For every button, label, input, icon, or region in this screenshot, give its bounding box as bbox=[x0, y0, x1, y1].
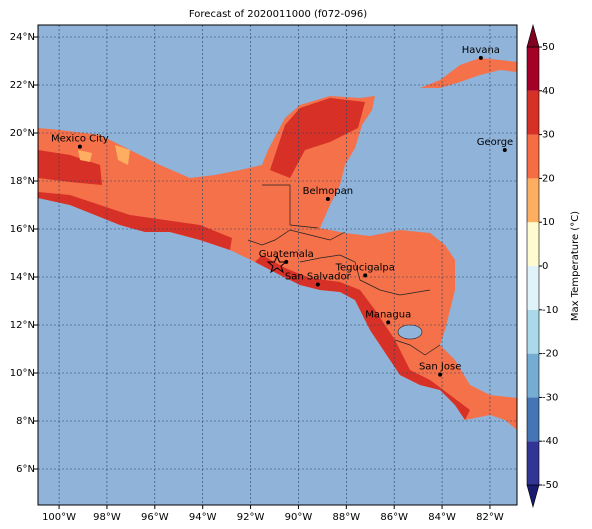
city-marker bbox=[502, 148, 507, 153]
colorbar-tick-label: -10 bbox=[542, 305, 558, 316]
y-tick-label: 10°N bbox=[10, 368, 35, 379]
title: Forecast of 2020011000 (f072-096) bbox=[189, 9, 367, 20]
y-tick-label: 14°N bbox=[10, 272, 35, 283]
city-marker bbox=[386, 320, 391, 325]
y-tick-label: 24°N bbox=[10, 32, 35, 43]
colorbar-tick-label: 20 bbox=[542, 173, 555, 184]
lake bbox=[397, 324, 423, 340]
city-label: Tegucigalpa bbox=[335, 262, 395, 273]
y-tick-label: 18°N bbox=[10, 176, 35, 187]
colorbar-under bbox=[526, 484, 540, 509]
city-label: Havana bbox=[462, 45, 500, 56]
warm-region bbox=[78, 150, 92, 162]
colorbar-bin bbox=[527, 90, 539, 135]
hot-region bbox=[270, 98, 365, 178]
colorbar-bin bbox=[527, 134, 539, 179]
colorbar-tick-label: 30 bbox=[542, 130, 555, 141]
warm-region bbox=[115, 145, 130, 165]
city-marker bbox=[315, 282, 320, 287]
y-tick-label: 20°N bbox=[10, 128, 35, 139]
city-label: San Jose bbox=[419, 362, 461, 373]
map-frame bbox=[37, 24, 518, 506]
city-marker bbox=[77, 144, 82, 149]
colorbar-tick-label: 50 bbox=[542, 42, 555, 53]
city-label: Belmopan bbox=[303, 186, 353, 197]
colorbar-tick-label: -50 bbox=[542, 480, 558, 491]
colorbar-tick-label: 0 bbox=[542, 261, 548, 272]
city-marker bbox=[325, 197, 330, 201]
colorbar-tick-label: -40 bbox=[542, 436, 558, 447]
x-tick-label: 94°W bbox=[189, 512, 217, 523]
capital-star bbox=[266, 254, 288, 274]
colorbar-tick-label: 40 bbox=[542, 86, 555, 97]
colorbar-bin bbox=[527, 47, 539, 91]
x-tick-label: 82°W bbox=[476, 512, 504, 523]
colorbar-tick-label: -20 bbox=[542, 349, 558, 360]
colorbar-bin bbox=[527, 353, 539, 398]
y-tick-label: 22°N bbox=[10, 80, 35, 91]
x-tick-label: 96°W bbox=[141, 512, 169, 523]
colorbar-bin bbox=[527, 441, 539, 485]
city-marker bbox=[438, 372, 443, 377]
x-tick-label: 88°W bbox=[333, 512, 361, 523]
colorbar-bin bbox=[527, 222, 539, 266]
x-tick-label: 86°W bbox=[380, 512, 408, 523]
colorbar-bin bbox=[527, 309, 539, 354]
city-label: San Salvador bbox=[285, 271, 352, 282]
city-label: Guatemala bbox=[259, 249, 314, 260]
y-tick-label: 12°N bbox=[10, 320, 35, 331]
city-label: George Tov bbox=[477, 137, 533, 148]
city-marker bbox=[363, 273, 368, 278]
x-tick-label: 92°W bbox=[237, 512, 265, 523]
hot-region bbox=[38, 192, 232, 250]
x-tick-label: 100°W bbox=[42, 512, 76, 523]
y-tick-label: 16°N bbox=[10, 224, 35, 235]
colorbar-tick-label: 10 bbox=[542, 217, 555, 228]
colorbar: -50 -40 -30 -20 -10 0 10 20 30 40 50 bbox=[526, 23, 558, 509]
city-label: Managua bbox=[365, 309, 411, 320]
map-area: Havana Mexico City George Tov Belmopan Guate… bbox=[38, 25, 533, 505]
colorbar-over bbox=[526, 23, 540, 48]
x-tick-label: 98°W bbox=[93, 512, 121, 523]
x-tick-label: 90°W bbox=[285, 512, 313, 523]
cities: Havana Mexico City George Tov Belmopan Guate… bbox=[51, 45, 533, 377]
colorbar-tick-label: -30 bbox=[542, 392, 558, 403]
colorbar-bin bbox=[527, 397, 539, 442]
city-label: Mexico City bbox=[51, 134, 109, 145]
y-tick-label: 8°N bbox=[16, 416, 35, 427]
land bbox=[420, 58, 517, 88]
colorbar-bin bbox=[527, 178, 539, 223]
colorbar-bin bbox=[527, 266, 539, 310]
border bbox=[247, 184, 441, 356]
y-tick-label: 6°N bbox=[16, 464, 35, 475]
hot-region bbox=[255, 255, 470, 420]
city-marker bbox=[478, 55, 483, 60]
grid bbox=[38, 25, 517, 505]
x-tick-label: 84°W bbox=[428, 512, 456, 523]
hot-region bbox=[38, 150, 102, 185]
colorbar-label: Max Temperature (°C) bbox=[570, 211, 581, 321]
city-marker bbox=[284, 259, 289, 264]
